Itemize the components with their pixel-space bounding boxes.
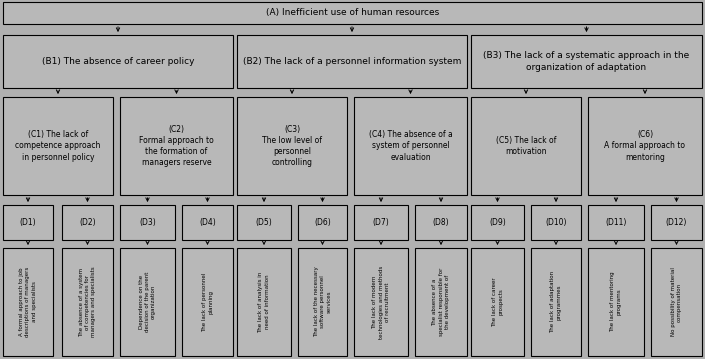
- Bar: [531, 248, 581, 356]
- Bar: [588, 248, 644, 356]
- Bar: [531, 205, 581, 240]
- Bar: [471, 97, 581, 195]
- Bar: [237, 35, 467, 88]
- Text: (D3): (D3): [139, 218, 156, 227]
- Bar: [588, 205, 644, 240]
- Bar: [298, 248, 347, 356]
- Bar: [415, 248, 467, 356]
- Text: (D4): (D4): [199, 218, 216, 227]
- Bar: [182, 205, 233, 240]
- Text: The lack of mentoring
programs: The lack of mentoring programs: [611, 272, 622, 332]
- Bar: [120, 97, 233, 195]
- Bar: [354, 248, 408, 356]
- Text: (D11): (D11): [606, 218, 627, 227]
- Text: (C3)
The low level of
personnel
controlling: (C3) The low level of personnel controll…: [262, 125, 322, 167]
- Text: (B1) The absence of career policy: (B1) The absence of career policy: [42, 57, 195, 66]
- Text: The lack of the necessary
software personnel
services: The lack of the necessary software perso…: [314, 267, 331, 337]
- Text: (B2) The lack of a personnel information system: (B2) The lack of a personnel information…: [243, 57, 461, 66]
- Bar: [651, 248, 702, 356]
- Bar: [182, 248, 233, 356]
- Text: (D9): (D9): [489, 218, 506, 227]
- Bar: [471, 35, 702, 88]
- Text: (D10): (D10): [545, 218, 567, 227]
- Text: The lack of modern
technologies and methods
of recruitment: The lack of modern technologies and meth…: [372, 265, 390, 339]
- Text: (C1) The lack of
competence approach
in personnel policy: (C1) The lack of competence approach in …: [16, 130, 101, 162]
- Bar: [588, 97, 702, 195]
- Text: (D7): (D7): [373, 218, 389, 227]
- Bar: [354, 97, 467, 195]
- Text: (D5): (D5): [256, 218, 272, 227]
- Text: (D8): (D8): [433, 218, 449, 227]
- Text: The lack of analysis in
need of information: The lack of analysis in need of informat…: [259, 271, 269, 333]
- Text: The lack of adaptation
programmes: The lack of adaptation programmes: [551, 271, 562, 333]
- Text: Dependence on the
decision of the parent
organization: Dependence on the decision of the parent…: [139, 272, 157, 332]
- Text: (C4) The absence of a
system of personnel
evaluation: (C4) The absence of a system of personne…: [369, 130, 453, 162]
- Bar: [3, 2, 702, 24]
- Bar: [120, 205, 175, 240]
- Bar: [62, 205, 113, 240]
- Bar: [471, 205, 524, 240]
- Text: No possibility of material
compensation: No possibility of material compensation: [671, 267, 682, 336]
- Bar: [62, 248, 113, 356]
- Text: (C5) The lack of
motivation: (C5) The lack of motivation: [496, 136, 556, 156]
- Text: A formal approach to job
descriptions of managers
and specialists: A formal approach to job descriptions of…: [19, 267, 37, 337]
- Bar: [3, 35, 233, 88]
- Bar: [237, 205, 291, 240]
- Text: The absence of a system
of competencies for
managers and specialists: The absence of a system of competencies …: [79, 267, 96, 337]
- Bar: [651, 205, 702, 240]
- Bar: [415, 205, 467, 240]
- Text: (D6): (D6): [314, 218, 331, 227]
- Text: The lack of personnel
planning: The lack of personnel planning: [202, 272, 213, 332]
- Bar: [120, 248, 175, 356]
- Bar: [3, 97, 113, 195]
- Text: (D2): (D2): [79, 218, 96, 227]
- Text: (C2)
Formal approach to
the formation of
managers reserve: (C2) Formal approach to the formation of…: [139, 125, 214, 167]
- Bar: [3, 248, 53, 356]
- Bar: [237, 248, 291, 356]
- Bar: [471, 248, 524, 356]
- Text: (B3) The lack of a systematic approach in the
organization of adaptation: (B3) The lack of a systematic approach i…: [484, 51, 689, 71]
- Text: (A) Inefficient use of human resources: (A) Inefficient use of human resources: [266, 9, 439, 18]
- Bar: [354, 205, 408, 240]
- Bar: [3, 205, 53, 240]
- Text: The lack of career
prospects: The lack of career prospects: [492, 277, 503, 327]
- Bar: [298, 205, 347, 240]
- Text: (C6)
A formal approach to
mentoring: (C6) A formal approach to mentoring: [604, 130, 685, 162]
- Bar: [237, 97, 347, 195]
- Text: The absence of a
specialist responsible for
the development of: The absence of a specialist responsible …: [432, 268, 450, 336]
- Text: (D12): (D12): [666, 218, 687, 227]
- Text: (D1): (D1): [20, 218, 37, 227]
